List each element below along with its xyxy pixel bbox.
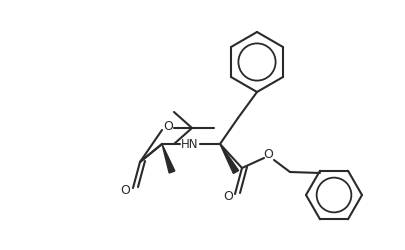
Text: O: O [120, 184, 130, 196]
Polygon shape [162, 144, 175, 173]
Text: O: O [223, 190, 233, 202]
Polygon shape [220, 144, 239, 174]
Text: O: O [163, 120, 173, 132]
Text: O: O [263, 148, 273, 162]
Text: HN: HN [181, 138, 199, 150]
